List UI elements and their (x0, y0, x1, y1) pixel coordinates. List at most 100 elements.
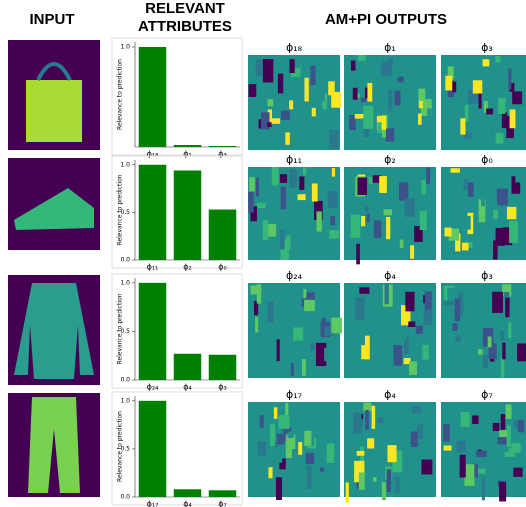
output-pixel (394, 91, 400, 106)
output-pixel (416, 326, 423, 334)
chart-frame (112, 38, 242, 155)
x-tick-label: ϕ₃ (218, 150, 226, 159)
output-pixel (512, 91, 522, 104)
x-tick-label: ϕ₄ (183, 500, 191, 507)
output-pixel (298, 442, 302, 455)
output-pixel (424, 310, 433, 325)
output-label: ϕ₄ (384, 269, 396, 282)
output-pixel (493, 423, 500, 431)
output-pixel (288, 432, 294, 438)
output-pixel (276, 477, 282, 500)
y-axis-label: Relevance to prediction (117, 411, 124, 482)
output-pixel (408, 321, 415, 327)
output-pixel (249, 84, 257, 97)
output-pixel (356, 419, 363, 426)
output-pixel (304, 78, 308, 102)
output-pixel (451, 114, 459, 137)
x-tick-label: ϕ₁₁ (147, 263, 159, 272)
output-pixel (405, 292, 414, 312)
output-pixel (356, 244, 360, 265)
output-pixel (472, 415, 478, 423)
output-pixel (324, 348, 328, 361)
output-pixel (357, 451, 365, 456)
output-pixel (312, 108, 316, 116)
bar (174, 489, 202, 497)
output-pixel (427, 188, 430, 208)
output-pixel (258, 442, 266, 456)
output-pixel (304, 300, 315, 311)
output-pixel (399, 182, 408, 200)
output-pixel (495, 56, 500, 62)
x-tick-label: ϕ₁₈ (147, 150, 159, 159)
output-pixel (394, 345, 403, 366)
output-pixel (307, 465, 312, 489)
x-tick-label: ϕ₇ (218, 500, 226, 507)
output-pixel (353, 88, 358, 100)
output-pixel (260, 415, 264, 427)
output-pixel (274, 407, 277, 418)
output-pixel (502, 112, 507, 128)
output-pixel (461, 216, 465, 221)
output-pixel (398, 77, 404, 83)
output-pixel (277, 434, 285, 445)
output-pixel (359, 287, 369, 294)
output-pixel (310, 66, 315, 85)
output-label: ϕ₁₈ (286, 41, 303, 54)
output-pixel (409, 361, 417, 375)
output-pixel (367, 438, 374, 448)
output-pixel (409, 461, 414, 465)
bar (209, 355, 237, 380)
x-tick-label: ϕ₁₇ (147, 500, 159, 507)
y-tick-label: 1.0 (120, 397, 130, 404)
y-tick-label: 1.0 (120, 279, 130, 286)
output-pixel (445, 228, 452, 237)
output-pixel (256, 178, 259, 197)
output-pixel (367, 214, 370, 223)
output-pixel (388, 89, 392, 111)
x-tick-label: ϕ₂ (183, 263, 191, 272)
output-pixel (250, 99, 260, 120)
output-pixel (272, 167, 279, 185)
output-pixel (361, 216, 365, 226)
output-pixel (293, 327, 303, 340)
output-pixel (367, 83, 372, 102)
output-pixel (295, 57, 301, 68)
output-pixel (357, 178, 367, 195)
output-pixel (379, 176, 387, 193)
output-pixel (255, 317, 258, 333)
y-axis-label: Relevance to prediction (117, 174, 124, 245)
output-pixel (327, 443, 335, 462)
output-pixel (451, 168, 460, 172)
output-pixel (289, 59, 294, 73)
header-relevant: RELEVANT ATTRIBUTES (130, 0, 240, 36)
output-pixel (395, 477, 399, 493)
output-pixel (507, 425, 511, 447)
output-pixel (303, 168, 306, 176)
bar (209, 210, 237, 260)
output-pixel (351, 215, 361, 238)
output-pixel (320, 467, 324, 471)
header-relevant-box: RELEVANT ATTRIBUTES (130, 0, 240, 40)
output-pixel (512, 443, 521, 453)
output-label: ϕ₀ (481, 153, 493, 166)
output-pixel (474, 216, 479, 229)
output-pixel (479, 92, 482, 108)
output-label: ϕ₄ (384, 388, 396, 401)
output-pixel (462, 243, 469, 251)
output-pixel (461, 412, 470, 427)
output-pixel (272, 118, 280, 124)
output-pixel (455, 298, 460, 321)
output-pixel (377, 418, 383, 423)
output-pixel (270, 424, 275, 446)
output-pixel (400, 240, 404, 248)
output-pixel (359, 472, 365, 489)
output-pixel (332, 168, 335, 177)
output-pixel (508, 318, 514, 322)
output-pixel (452, 82, 456, 93)
output-pixel (373, 477, 377, 482)
output-pixel (355, 114, 365, 119)
bar (209, 490, 237, 497)
output-label: ϕ₂ (384, 153, 396, 166)
output-pixel (329, 130, 339, 149)
x-tick-label: ϕ₀ (218, 263, 226, 272)
